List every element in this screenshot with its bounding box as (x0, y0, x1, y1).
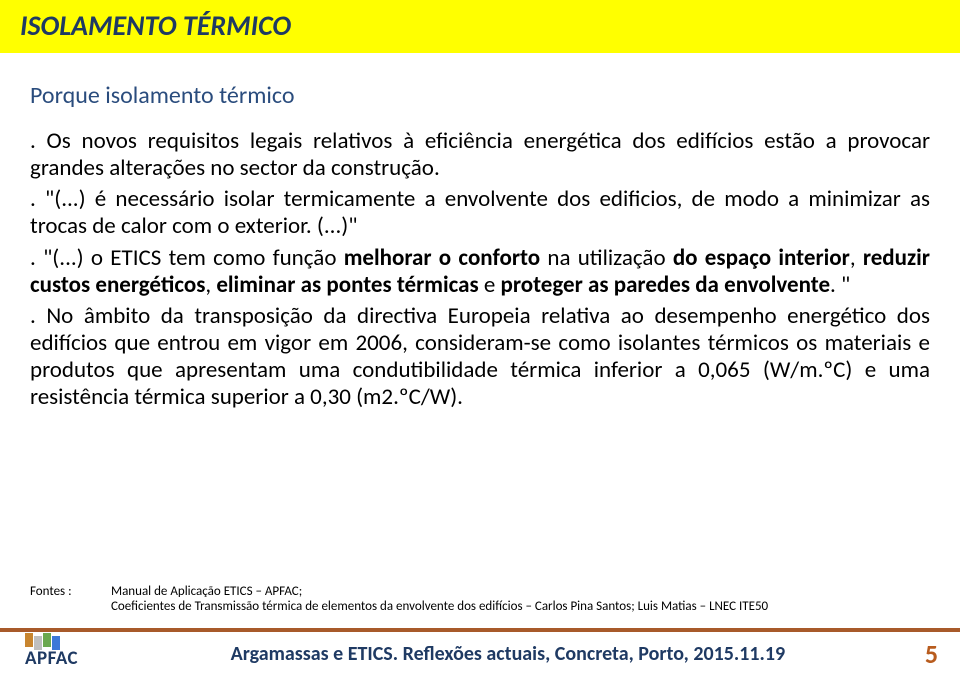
subtitle: Porque isolamento térmico (30, 81, 930, 110)
sources-line-2: Coeficientes de Transmissão térmica de e… (111, 599, 768, 614)
title-bar: ISOLAMENTO TÉRMICO (0, 0, 960, 53)
paragraph-3: . "(...) o ETICS tem como função melhora… (30, 245, 930, 299)
p3-text: , (850, 244, 863, 272)
p3-bold-1: melhorar o conforto (344, 244, 540, 272)
paragraph-1: . Os novos requisitos legais relativos à… (30, 128, 930, 182)
p3-text: , (205, 271, 216, 299)
p3-text: . " (830, 271, 850, 299)
paragraph-2: . "(...) é necessário isolar termicament… (30, 186, 930, 240)
p3-bold-4: eliminar as pontes térmicas (216, 271, 478, 299)
footer-bar: APFAC Argamassas e ETICS. Reflexões actu… (0, 628, 960, 676)
page-title: ISOLAMENTO TÉRMICO (20, 8, 291, 43)
p3-text: . "(...) o ETICS tem como função (30, 244, 344, 272)
paragraph-4: . No âmbito da transposição da directiva… (30, 303, 930, 412)
logo: APFAC (25, 637, 111, 671)
sources-body: Manual de Aplicação ETICS – APFAC; Coefi… (111, 584, 768, 614)
sources-block: Fontes : Manual de Aplicação ETICS – APF… (30, 584, 768, 614)
footer-title: Argamassas e ETICS. Reflexões actuais, C… (111, 642, 925, 666)
logo-text: APFAC (25, 647, 78, 670)
sources-line-1: Manual de Aplicação ETICS – APFAC; (111, 584, 302, 599)
p3-text: e (479, 271, 501, 299)
content-area: Porque isolamento térmico . Os novos req… (0, 81, 960, 411)
sources-label: Fontes : (30, 584, 108, 599)
p3-bold-5: proteger as paredes da envolvente (501, 271, 831, 299)
page-number: 5 (925, 638, 938, 670)
p3-bold-2: do espaço interior (673, 244, 850, 272)
p3-text: na utilização (540, 244, 673, 272)
